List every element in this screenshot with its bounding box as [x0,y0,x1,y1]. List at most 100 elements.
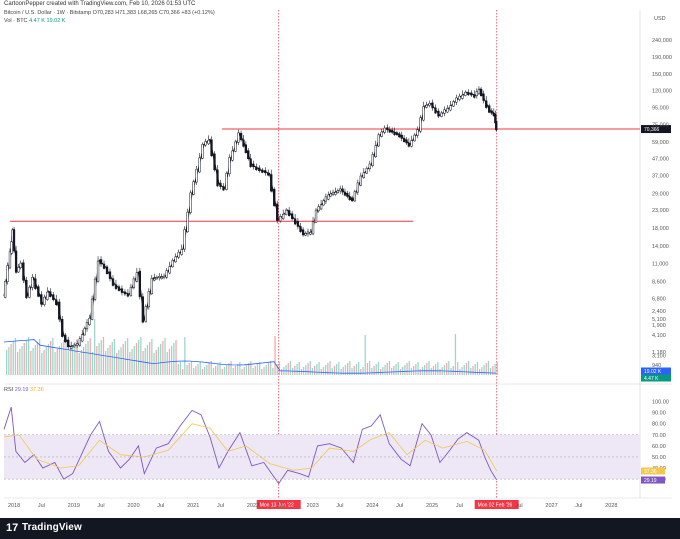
candle-body [398,133,401,138]
volume-bar [6,350,8,375]
candle-body [70,346,73,349]
candle-body [341,188,344,193]
candle-body [380,131,383,137]
volume-bar [457,362,459,375]
candle-body [368,163,371,170]
volume-bar [146,345,149,375]
candle-body [402,138,406,142]
price-tick-label: 14,000 [652,244,669,250]
volume-bar [329,361,331,375]
candle-body [351,197,354,202]
candle-body [410,140,413,147]
candle-body [353,191,356,202]
candle-body [482,93,485,101]
candle-body [239,133,243,141]
volume-bar [63,340,65,375]
volume-bar [102,337,105,375]
volume-bar [124,341,127,375]
volume-bar [155,350,157,375]
volume-bar [487,361,490,375]
volume-bar [483,365,485,375]
candle-body [201,144,204,159]
volume-bar [358,362,360,375]
candle-body [443,109,446,114]
volume-bar [50,341,52,375]
candle-body [371,154,374,166]
candle-body [252,163,255,168]
candle-body [319,204,323,210]
ohlc-values: O70,283 H71,383 L68,265 C70,366 +83 (+0.… [92,10,215,16]
price-tick-label: 5,100 [652,317,666,323]
footer-bar: 17 TradingView [0,518,680,539]
volume-bar [298,362,300,375]
volume-bar [118,350,120,375]
volume-bar [318,362,320,375]
rsi-legend[interactable]: RSI 29.19 37.36 [4,387,44,393]
price-tick-label: 23,000 [652,208,669,214]
volume-bar [408,361,410,375]
candle-body [228,157,231,175]
candle-body [285,209,288,215]
candle-body [213,153,216,171]
candle-body [249,158,252,167]
volume-bar [373,366,375,375]
volume-bar [241,369,243,375]
candle-body [247,150,250,159]
candle-body [231,150,234,161]
volume-bar [208,363,210,375]
rsi-line [3,406,498,485]
candle-body [114,284,118,289]
volume-bar [157,347,160,375]
volume-bar [459,369,461,375]
candle-body [467,92,470,96]
candles [4,86,498,350]
date-badge [474,500,519,509]
candle-body [225,173,228,190]
volume-bar [369,361,371,375]
volume-legend[interactable]: Vol · BTC 4.47 K 19.02 K [4,18,65,24]
candle-body [46,291,49,300]
candle-body [343,191,347,196]
time-tick-label: Jul [277,503,284,509]
candle-body [270,174,273,192]
rsi-tick-label: 50.00 [652,455,666,461]
volume-bar [382,367,384,375]
candle-body [85,322,89,330]
time-tick-label: Jul [396,503,403,509]
price-tick-label: 3,100 [652,353,666,359]
rsi-tick-label: 70.00 [652,433,666,439]
candle-body [282,213,285,220]
candle-body [329,193,332,197]
candle-body [293,218,297,225]
candle-body [416,129,419,136]
candle-body [192,181,195,195]
candle-body [495,120,498,131]
volume-bar [61,343,63,375]
rsi-tick-label: 90.00 [652,411,666,417]
candle-body [102,263,106,269]
candle-body [334,192,337,195]
volume-label: Vol · BTC [4,18,28,24]
volume-bar [415,364,417,375]
volume-bar [364,335,366,375]
time-tick-label: 2024 [366,503,378,509]
volume-bar [419,369,421,375]
candle-body [400,134,403,139]
candle-body [261,169,264,173]
volume-bar [160,344,162,375]
volume-bar [175,340,177,375]
time-tick-label: 2019 [68,503,80,509]
symbol-legend[interactable]: Bitcoin / U.S. Dollar · 1W · Bitstamp O7… [4,10,215,16]
candle-body [331,191,335,195]
volume-bar [294,366,296,375]
candle-body [174,256,177,263]
volume-bar [492,366,494,375]
volume-bar [14,338,17,375]
candle-body [6,265,9,282]
rsi-label: RSI [4,387,14,393]
candle-body [391,129,394,133]
volume-bar [237,364,239,375]
volume-bar [100,340,102,375]
price-tick-label: 95,000 [652,105,669,111]
